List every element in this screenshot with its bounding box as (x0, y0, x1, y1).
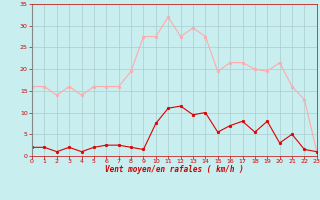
X-axis label: Vent moyen/en rafales ( km/h ): Vent moyen/en rafales ( km/h ) (105, 165, 244, 174)
